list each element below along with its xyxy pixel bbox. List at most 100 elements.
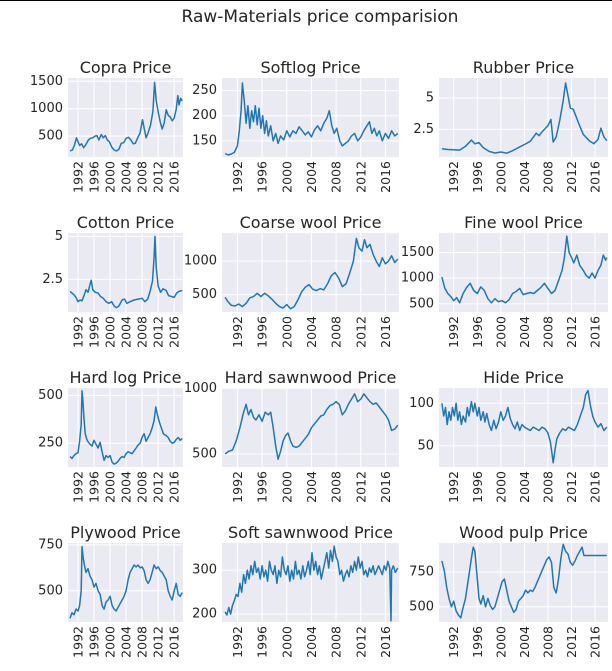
x-tick-label: 2004 (517, 626, 532, 658)
subplot-title: Fine wool Price (464, 213, 583, 232)
x-tick-label: 2004 (304, 471, 319, 503)
x-tick-label: 2016 (167, 626, 182, 658)
x-tick-label: 2008 (329, 471, 344, 503)
x-tick-label: 2012 (353, 161, 368, 193)
subplot-title: Rubber Price (473, 58, 574, 77)
x-tick-label: 1996 (87, 471, 102, 503)
x-tick-label: 2012 (564, 626, 579, 658)
y-tick-label: 1000 (184, 254, 217, 269)
y-tick-label: 500 (38, 388, 63, 403)
subplot-title: Copra Price (80, 58, 172, 77)
x-tick-label: 1992 (230, 161, 245, 193)
y-tick-label: 5 (426, 91, 434, 106)
x-tick-label: 2000 (103, 316, 118, 348)
y-tick-label: 1500 (401, 245, 434, 260)
x-tick-label: 2004 (304, 161, 319, 193)
x-tick-label: 2012 (151, 316, 166, 348)
x-tick-label: 1992 (71, 316, 86, 348)
x-tick-label: 2008 (540, 161, 555, 193)
x-tick-label: 2016 (378, 471, 393, 503)
y-tick-label: 500 (409, 296, 434, 311)
y-tick-label: 250 (38, 436, 63, 451)
x-tick-label: 1992 (446, 626, 461, 658)
y-tick-label: 500 (192, 287, 217, 302)
x-tick-label: 2004 (119, 316, 134, 348)
subplot-title: Softlog Price (260, 58, 360, 77)
x-tick-label: 2012 (353, 316, 368, 348)
subplot-2: 1992 1996 2000 2004 2008 2012 2016 150 200 250 Sof… (192, 58, 399, 193)
series-line (224, 237, 399, 310)
x-tick-label: 2000 (279, 316, 294, 348)
plot-area (439, 388, 608, 467)
top-border (0, 0, 612, 1)
x-tick-label: 2004 (119, 626, 134, 658)
subplot-7: 1992 1996 2000 2004 2008 2012 2016 250 500 Hard l… (38, 368, 183, 503)
x-tick-label: 2016 (588, 161, 603, 193)
series-line (224, 82, 399, 156)
y-tick-label: 1000 (401, 271, 434, 286)
x-tick-label: 2008 (540, 626, 555, 658)
y-tick-label: 1000 (30, 101, 63, 116)
x-tick-label: 2012 (564, 161, 579, 193)
y-tick-label: 750 (409, 565, 434, 580)
series-line (69, 81, 183, 152)
x-tick-label: 2008 (135, 471, 150, 503)
subplot-6: 1992 1996 2000 2004 2008 2012 2016 500 1000 1500 F… (401, 213, 608, 348)
plot-area (439, 543, 608, 622)
y-tick-label: 5 (55, 229, 63, 244)
subplot-title: Hard sawnwood Price (225, 368, 397, 387)
x-tick-label: 2012 (564, 316, 579, 348)
x-tick-label: 2000 (103, 471, 118, 503)
subplot-8: 1992 1996 2000 2004 2008 2012 2016 500 1000 Hard … (184, 368, 399, 503)
plot-area (222, 388, 399, 467)
x-tick-label: 1996 (255, 316, 270, 348)
x-tick-label: 2000 (493, 626, 508, 658)
plot-area (68, 78, 183, 157)
x-tick-label: 2000 (493, 471, 508, 503)
x-tick-label: 2012 (353, 626, 368, 658)
x-tick-label: 2008 (540, 471, 555, 503)
plot-area (439, 233, 608, 312)
y-tick-label: 200 (192, 108, 217, 123)
series-line (69, 390, 183, 465)
x-tick-label: 2000 (279, 471, 294, 503)
y-tick-label: 250 (192, 83, 217, 98)
subplot-title: Wood pulp Price (459, 523, 588, 542)
subplot-title: Plywood Price (70, 523, 181, 542)
x-tick-label: 2016 (378, 626, 393, 658)
series-line (69, 235, 183, 309)
x-tick-label: 2008 (135, 626, 150, 658)
x-tick-label: 1992 (71, 471, 86, 503)
y-tick-label: 50 (417, 438, 434, 453)
subplot-4: 1992 1996 2000 2004 2008 2012 2016 2.5 5 Cotton P… (42, 213, 183, 348)
x-tick-label: 2016 (378, 316, 393, 348)
x-tick-label: 1992 (230, 626, 245, 658)
x-tick-label: 2016 (378, 161, 393, 193)
y-tick-label: 2.5 (42, 272, 63, 287)
x-tick-label: 2012 (151, 626, 166, 658)
subplot-1: 1992 1996 2000 2004 2008 2012 2016 500 1000 1500 C… (30, 58, 183, 193)
x-tick-label: 1996 (255, 161, 270, 193)
subplot-3: 1992 1996 2000 2004 2008 2012 2016 2.5 5 Rubber P… (413, 58, 608, 193)
series-line (224, 545, 399, 622)
x-tick-label: 2012 (151, 161, 166, 193)
subplot-title: Soft sawnwood Price (228, 523, 393, 542)
y-tick-label: 750 (38, 537, 63, 552)
x-tick-label: 2012 (564, 471, 579, 503)
plot-area (222, 543, 399, 622)
x-tick-label: 2008 (329, 626, 344, 658)
subplot-9: 1992 1996 2000 2004 2008 2012 2016 50 100 Hide Pr… (409, 368, 608, 503)
y-tick-label: 1500 (30, 74, 63, 89)
subplot-grid: 1992 1996 2000 2004 2008 2012 201650010001500C… (30, 58, 608, 658)
y-tick-label: 500 (38, 583, 63, 598)
x-tick-label: 1992 (71, 161, 86, 193)
subplot-11: 1992 1996 2000 2004 2008 2012 2016 200 300 Soft s… (192, 523, 399, 658)
subplot-5: 1992 1996 2000 2004 2008 2012 2016 500 1000 Coars… (184, 213, 399, 348)
y-tick-label: 500 (38, 129, 63, 144)
x-tick-label: 1992 (446, 471, 461, 503)
plot-area (68, 543, 183, 622)
x-tick-label: 2000 (279, 161, 294, 193)
x-tick-label: 2012 (151, 471, 166, 503)
subplot-title: Coarse wool Price (240, 213, 382, 232)
